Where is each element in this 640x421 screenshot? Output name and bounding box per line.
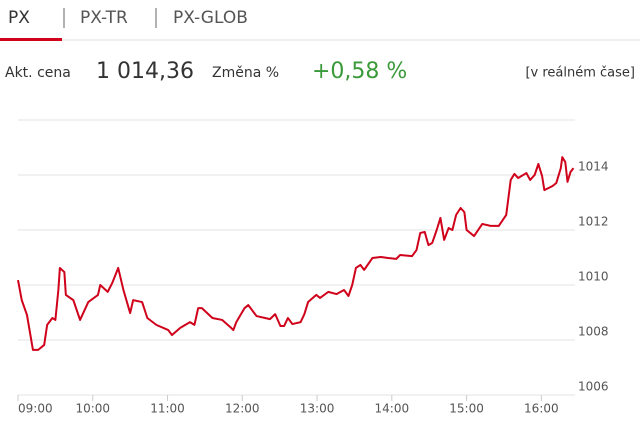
change: +0,58 % [312,59,407,84]
x-tick-label: 09:00 [18,402,53,416]
price-line [17,156,575,351]
x-tick-label: 15:00 [449,402,484,416]
x-tick-label: 12:00 [225,402,260,416]
change-label: Změna % [212,65,279,81]
price-label: Akt. cena [5,65,71,81]
x-tick-label: 13:00 [300,402,335,416]
x-tick-label: 10:00 [75,402,110,416]
x-tick-label: 14:00 [375,402,410,416]
x-tick-label: 11:00 [150,402,185,416]
mode: [v reálném čase] [525,66,635,81]
y-tick-label: 1012 [578,215,609,229]
price: 1 014,36 [96,59,194,84]
active-tab-underline [0,38,62,41]
y-tick-label: 1010 [578,270,609,284]
x-tick-label: 16:00 [524,402,559,416]
y-tick-label: 1006 [578,380,609,394]
tab[interactable]: PX-TR [80,8,128,28]
tab[interactable]: PX [8,8,30,28]
y-tick-label: 1014 [578,160,609,174]
tab[interactable]: PX-GLOB [173,8,248,28]
y-tick-label: 1008 [578,325,609,339]
